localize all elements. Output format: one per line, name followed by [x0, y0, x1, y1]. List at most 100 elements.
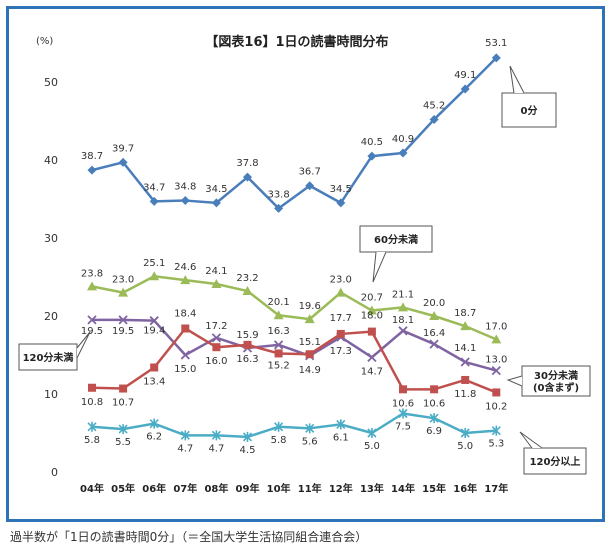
data-point — [242, 286, 253, 296]
x-tick-label: 16年 — [453, 482, 477, 495]
data-point — [242, 431, 253, 442]
data-label: 16.0 — [205, 356, 227, 367]
data-point — [211, 333, 222, 343]
x-tick-label: 12年 — [329, 482, 353, 495]
data-point — [243, 340, 252, 349]
x-tick-label: 10年 — [267, 482, 291, 495]
data-label: 10.6 — [423, 398, 445, 409]
data-label: 23.0 — [330, 275, 352, 286]
data-point — [88, 383, 96, 392]
data-label: 34.5 — [205, 184, 227, 195]
data-label: 17.7 — [330, 313, 352, 324]
data-label: 16.4 — [423, 328, 445, 339]
data-point — [367, 428, 377, 438]
data-label: 20.1 — [267, 297, 289, 308]
data-label: 25.1 — [143, 258, 165, 269]
x-tick-label: 07年 — [173, 482, 197, 495]
legend-callout-box — [523, 447, 587, 475]
data-point — [336, 419, 346, 430]
data-label: 34.5 — [330, 184, 352, 195]
data-label: 49.1 — [454, 70, 476, 81]
data-point — [274, 349, 283, 358]
data-label: 20.0 — [423, 298, 445, 309]
y-tick-label: 40 — [44, 154, 58, 167]
data-point — [87, 315, 97, 325]
data-label: 21.1 — [392, 289, 414, 300]
data-label: 14.7 — [361, 366, 383, 377]
data-point — [304, 314, 315, 324]
data-point — [366, 305, 377, 315]
data-label: 38.7 — [81, 151, 103, 162]
y-tick-label: 30 — [44, 232, 58, 245]
data-point — [491, 53, 501, 63]
data-point — [367, 327, 376, 336]
legend-callout-pointer — [509, 65, 525, 94]
series-line — [92, 318, 497, 372]
data-point — [180, 350, 190, 360]
x-tick-label: 05年 — [111, 482, 135, 495]
data-label: 15.2 — [267, 360, 289, 371]
data-point — [491, 365, 501, 376]
y-tick-label: 50 — [44, 76, 58, 89]
data-label: 7.5 — [395, 422, 411, 433]
data-point — [367, 151, 377, 161]
data-label: 19.5 — [81, 326, 103, 337]
data-point — [305, 181, 315, 191]
data-label: 5.3 — [488, 439, 504, 450]
legend-label: (0含まず) — [533, 381, 579, 394]
data-point — [211, 198, 221, 208]
data-point — [429, 413, 439, 424]
data-point — [180, 430, 190, 441]
data-label: 4.7 — [208, 443, 224, 454]
data-label: 40.9 — [392, 134, 414, 145]
series-line — [91, 56, 498, 210]
data-label: 37.8 — [236, 158, 258, 169]
data-label: 53.1 — [485, 38, 507, 49]
legend-callout-pointer — [506, 375, 523, 387]
data-label: 18.4 — [174, 308, 196, 319]
data-point — [336, 329, 345, 338]
series-line — [91, 412, 497, 439]
y-tick-label: 10 — [44, 388, 58, 401]
data-label: 5.0 — [457, 441, 473, 452]
data-label: 23.2 — [236, 273, 258, 284]
data-point — [429, 311, 440, 320]
x-tick-label: 14年 — [391, 482, 415, 495]
data-point — [118, 287, 129, 297]
data-label: 33.8 — [267, 189, 289, 200]
series-line — [91, 327, 497, 394]
x-tick-label: 08年 — [204, 482, 228, 495]
data-label: 18.7 — [454, 308, 476, 319]
data-point — [305, 423, 315, 434]
data-label: 23.0 — [112, 275, 134, 286]
data-label: 10.2 — [485, 401, 507, 412]
data-label: 14.1 — [454, 343, 476, 354]
data-label: 20.7 — [361, 293, 383, 304]
data-label: 17.0 — [485, 321, 507, 332]
data-label: 5.8 — [271, 435, 287, 446]
data-label: 18.1 — [392, 315, 414, 326]
data-label: 40.5 — [361, 137, 383, 148]
legend-callout-pointer — [519, 431, 543, 449]
data-label: 6.2 — [146, 432, 162, 443]
legend-label: 30分未満 — [534, 369, 578, 382]
data-label: 14.9 — [299, 365, 321, 376]
data-point — [273, 310, 284, 320]
data-point — [87, 421, 97, 432]
data-label: 17.3 — [330, 346, 352, 357]
data-label: 10.6 — [392, 398, 414, 409]
data-label: 10.7 — [112, 398, 134, 409]
legend-label: 120分未満 — [23, 351, 74, 364]
data-point — [150, 363, 159, 372]
data-point — [491, 334, 502, 344]
data-label: 24.1 — [205, 266, 227, 277]
data-point — [491, 425, 501, 436]
data-label: 10.8 — [81, 397, 103, 408]
data-point — [180, 275, 191, 285]
data-point — [429, 339, 439, 349]
data-label: 36.7 — [299, 167, 321, 178]
data-point — [367, 352, 377, 362]
data-point — [149, 316, 159, 326]
data-point — [149, 418, 159, 429]
